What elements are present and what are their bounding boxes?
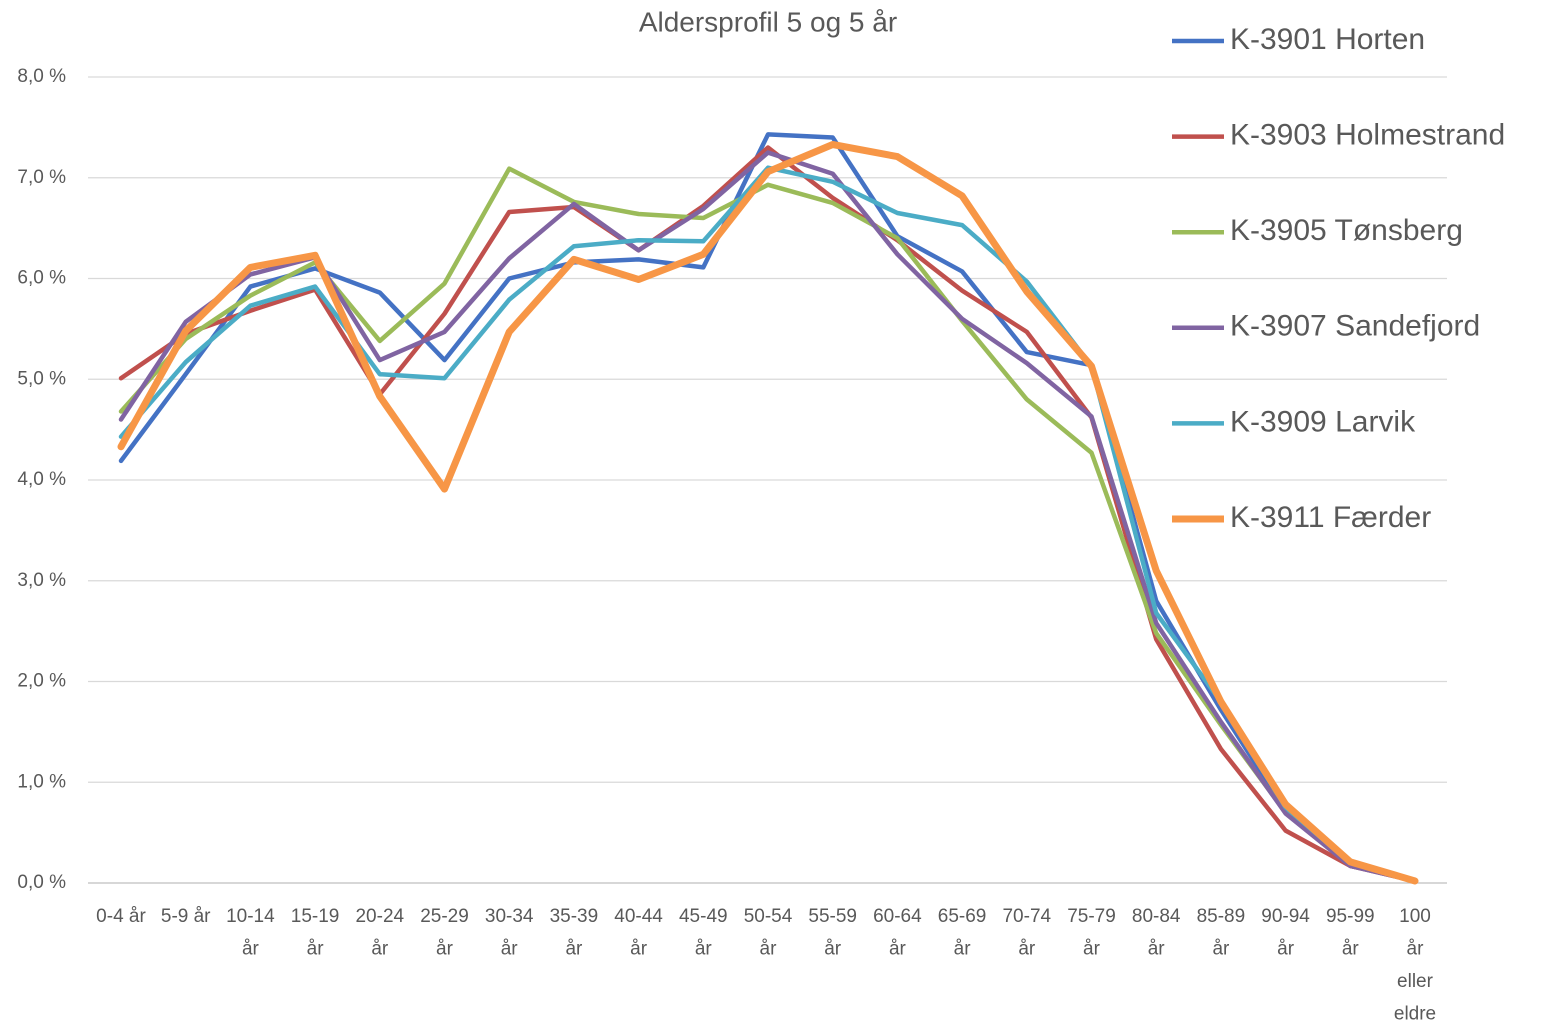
y-tick-label: 3,0 %	[17, 570, 66, 591]
x-tick-label: 65-69 år	[938, 906, 987, 960]
x-tick-label: 45-49 år	[679, 906, 728, 960]
x-tick-label: 25-29 år	[420, 906, 469, 960]
x-tick-label: 20-24 år	[355, 906, 404, 960]
series-line	[118, 145, 1418, 884]
x-tick-label: 95-99 år	[1326, 906, 1375, 960]
y-tick-label: 7,0 %	[17, 167, 66, 188]
legend-label: K-3905 Tønsberg	[1230, 214, 1463, 247]
x-tick-label: 40-44 år	[614, 906, 663, 960]
y-tick-label: 1,0 %	[17, 771, 66, 792]
legend-label: K-3907 Sandefjord	[1230, 310, 1480, 343]
x-tick-label: 30-34 år	[485, 906, 534, 960]
legend-label: K-3903 Holmestrand	[1230, 119, 1505, 152]
x-tick-label: 70-74 år	[1002, 906, 1051, 960]
series-line	[118, 165, 1418, 883]
x-tick-label: 85-89 år	[1197, 906, 1246, 960]
x-tick-label: 0-4 år	[96, 906, 146, 927]
x-tick-label: 5-9 år	[161, 906, 211, 927]
x-tick-label: 10-14 år	[226, 906, 275, 960]
x-tick-label: 75-79 år	[1067, 906, 1116, 960]
x-tick-label: 15-19 år	[291, 906, 340, 960]
series-line	[117, 141, 1419, 885]
x-tick-label: 100 år eller eldre	[1394, 906, 1436, 1024]
x-tick-label: 90-94 år	[1261, 906, 1310, 960]
y-tick-label: 0,0 %	[17, 872, 66, 893]
x-tick-label: 80-84 år	[1132, 906, 1181, 960]
y-tick-label: 5,0 %	[17, 368, 66, 389]
x-tick-label: 35-39 år	[550, 906, 599, 960]
series-line	[118, 150, 1418, 884]
y-tick-label: 2,0 %	[17, 671, 66, 692]
chart-title: Aldersprofil 5 og 5 år	[639, 6, 897, 37]
y-tick-label: 4,0 %	[17, 469, 66, 490]
legend-label: K-3909 Larvik	[1230, 405, 1416, 438]
y-tick-label: 8,0 %	[17, 66, 66, 87]
x-tick-label: 50-54 år	[744, 906, 793, 960]
series-line	[118, 132, 1418, 883]
x-tick-label: 55-59 år	[808, 906, 857, 960]
y-tick-label: 6,0 %	[17, 268, 66, 289]
x-tick-label: 60-64 år	[873, 906, 922, 960]
series-line	[118, 166, 1418, 883]
legend-label: K-3911 Færder	[1230, 501, 1431, 534]
legend-label: K-3901 Horten	[1230, 23, 1425, 56]
